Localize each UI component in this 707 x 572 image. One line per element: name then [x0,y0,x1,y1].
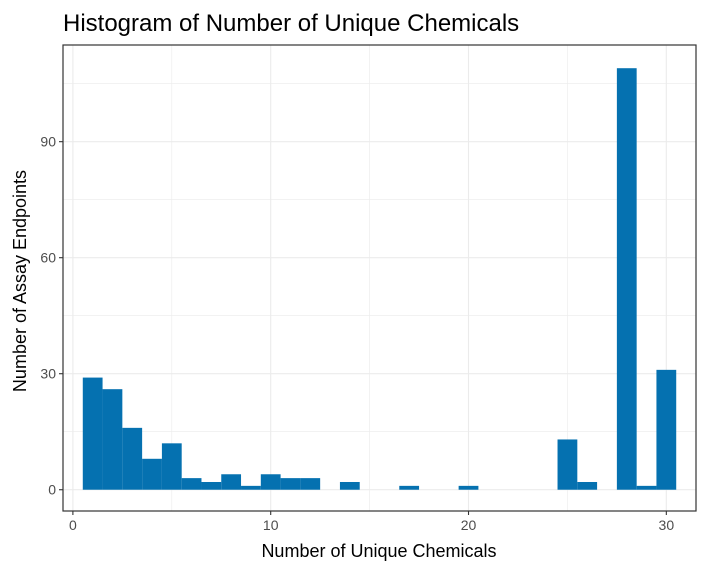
histogram-bar [142,458,162,490]
histogram-bar [399,485,420,490]
histogram-bar [82,377,103,490]
x-axis-title: Number of Unique Chemicals [261,541,496,561]
gridlines [63,45,696,511]
y-tick-label: 90 [40,134,56,150]
y-tick-label: 0 [48,482,56,498]
histogram-bar [339,481,360,490]
histogram-bar [577,481,598,490]
x-tick-label: 20 [461,517,477,533]
histogram-bar [122,427,143,490]
y-tick-label: 60 [40,250,56,266]
histogram-bar [241,485,261,490]
histogram-bar [181,478,202,490]
histogram-bar [636,485,657,490]
y-axis-title: Number of Assay Endpoints [10,170,30,392]
chart-title: Histogram of Number of Unique Chemicals [63,10,519,37]
histogram-bar [656,369,677,490]
plot-panel-border [62,44,697,512]
histogram-bar [616,68,637,490]
histogram-bar [102,389,123,490]
bars [82,68,677,490]
histogram-bar [221,474,242,490]
histogram-bar [201,481,222,490]
y-tick-label: 30 [40,366,56,382]
x-tick-label: 30 [659,517,675,533]
histogram-bar [161,443,182,490]
histogram-bar [280,478,301,490]
x-tick-label: 10 [263,517,279,533]
histogram-bar [458,485,479,490]
axis-ticks: 0 10 20 30 0 30 60 90 [40,134,674,533]
histogram-bar [260,474,281,490]
histogram-bar [300,478,321,490]
histogram-bar [557,439,578,490]
x-tick-label: 0 [69,517,77,533]
